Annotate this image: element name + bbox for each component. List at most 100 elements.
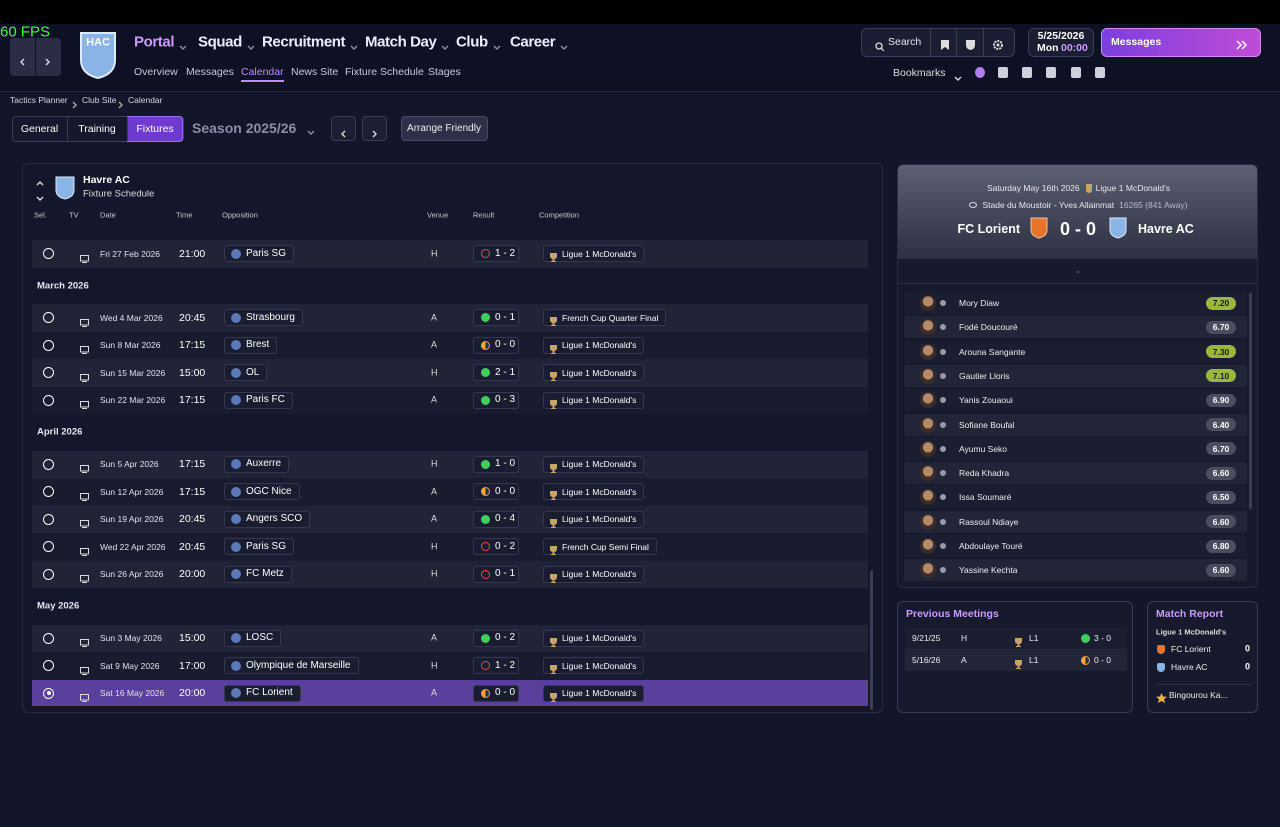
fixture-time: 20:00 <box>179 568 206 580</box>
player-role <box>940 421 946 428</box>
menu-item[interactable]: Club <box>456 33 488 51</box>
opponent-name[interactable]: Brest <box>246 339 270 351</box>
select-radio[interactable] <box>43 248 54 260</box>
trophy-icon <box>550 460 557 473</box>
submenu-item[interactable]: News Site <box>291 65 339 78</box>
select-radio[interactable] <box>43 541 54 553</box>
fixture-date: Sat 16 May 2026 <box>100 688 165 698</box>
bookmarks-label[interactable]: Bookmarks <box>893 66 946 79</box>
menu-item[interactable]: Portal <box>134 33 175 51</box>
menu-item[interactable]: Recruitment <box>262 33 346 51</box>
submenu-item[interactable]: Fixture Schedule <box>345 65 424 78</box>
forward-button[interactable] <box>36 38 61 76</box>
menu-item[interactable]: Career <box>510 33 556 51</box>
opponent-name[interactable]: Paris FC <box>246 394 285 406</box>
fixture-row[interactable]: Sun 8 Mar 2026 17:15 Brest A 0 - 0 Ligue 1 Mc… <box>32 331 868 359</box>
fixture-row[interactable]: Sun 3 May 2026 15:00 LOSC A 0 - 2 Ligue 1 McD… <box>32 624 868 652</box>
player-row[interactable]: Reda Khadra 6.60 <box>904 462 1247 485</box>
player-row[interactable]: Gautier Lloris 7.10 <box>904 364 1247 387</box>
submenu-item[interactable]: Overview <box>134 65 178 78</box>
fixture-row[interactable]: Wed 22 Apr 2026 20:45 Paris SG H 0 - 2 French… <box>32 533 868 561</box>
competition-pill <box>543 657 644 675</box>
tab[interactable]: Training <box>78 122 116 135</box>
fixture-row[interactable]: Sat 9 May 2026 17:00 Olympique de Marseill… <box>32 652 868 680</box>
arrange-friendly-button[interactable] <box>401 116 488 141</box>
fixture-venue: A <box>431 339 438 350</box>
submenu-item[interactable]: Messages <box>186 65 234 78</box>
select-radio[interactable] <box>43 632 54 644</box>
competition-name: Ligue 1 McDonald's <box>562 569 637 579</box>
player-row[interactable]: Ayumu Seko 6.70 <box>904 437 1247 460</box>
fixture-row[interactable]: Sun 26 Apr 2026 20:00 FC Metz H 0 - 1 Ligue 1… <box>32 560 868 588</box>
select-radio[interactable] <box>43 568 54 580</box>
select-radio[interactable] <box>43 513 54 525</box>
select-radio[interactable] <box>43 458 54 470</box>
back-button[interactable] <box>10 38 35 76</box>
fixture-row[interactable]: Wed 4 Mar 2026 20:45 Strasbourg A 0 - 1 Frenc… <box>32 304 868 332</box>
opponent-name[interactable]: Strasbourg <box>246 311 295 323</box>
player-row[interactable]: Sofiane Boufal 6.40 <box>904 413 1247 436</box>
player-role <box>940 397 946 404</box>
opponent-name[interactable]: Paris SG <box>246 247 287 259</box>
opponent-pill <box>224 657 359 675</box>
fixture-result: 0 - 1 <box>495 568 516 580</box>
breadcrumb[interactable]: Tactics Planner <box>10 94 68 105</box>
fixture-row[interactable]: Sun 12 Apr 2026 17:15 OGC Nice A 0 - 0 Ligue … <box>32 478 868 506</box>
select-radio[interactable] <box>43 367 54 379</box>
opponent-name[interactable]: Auxerre <box>246 458 282 470</box>
toolbar-group <box>861 28 1015 57</box>
player-row[interactable]: Issa Soumaré 6.50 <box>904 486 1247 509</box>
result-icon <box>481 633 490 643</box>
opponent-name[interactable]: Paris SG <box>246 540 287 552</box>
fixture-list: Fri 27 Feb 2026 21:00 Paris SG H 1 - 2 Ligue … <box>32 228 868 706</box>
player-row[interactable]: Yanis Zouaoui 6.90 <box>904 389 1247 412</box>
menu-item[interactable]: Match Day <box>365 33 437 51</box>
submenu-item[interactable]: Calendar <box>241 65 284 78</box>
tab[interactable]: General <box>20 122 59 135</box>
fixture-row[interactable]: Sun 15 Mar 2026 15:00 OL H 2 - 1 Ligue 1 McDo… <box>32 359 868 387</box>
season-selector[interactable]: Season 2025/26 <box>192 120 297 136</box>
opponent-name[interactable]: LOSC <box>246 632 274 644</box>
select-radio[interactable] <box>43 660 54 672</box>
tv-icon-glyph <box>80 575 89 584</box>
breadcrumb[interactable]: Club Site <box>82 94 117 105</box>
opponent-name[interactable]: Olympique de Marseille <box>246 659 351 671</box>
player-name: Issa Soumaré <box>959 492 1012 503</box>
fixture-date: Sun 22 Mar 2026 <box>100 395 166 405</box>
result-icon <box>481 487 490 497</box>
player-row[interactable]: Fodé Doucouré 6.70 <box>904 316 1247 339</box>
opponent-name[interactable]: OGC Nice <box>246 485 292 497</box>
player-row[interactable]: Mory Diaw 7.20 <box>904 292 1247 314</box>
select-radio[interactable] <box>43 687 54 699</box>
player-row[interactable]: Yassine Kechta 6.60 <box>904 559 1247 582</box>
player-row[interactable]: Rassoul Ndiaye 6.60 <box>904 510 1247 533</box>
opponent-name[interactable]: OL <box>246 366 260 378</box>
messages-button[interactable] <box>1101 28 1261 57</box>
result-icon <box>481 542 490 552</box>
menu-item[interactable]: Squad <box>198 33 242 51</box>
fixture-row[interactable]: Sun 19 Apr 2026 20:45 Angers SCO A 0 - 4 Ligu… <box>32 505 868 533</box>
select-radio[interactable] <box>43 339 54 351</box>
trophy-icon <box>1015 634 1022 647</box>
player-row[interactable]: Arouna Sangante 7.30 <box>904 340 1247 363</box>
opponent-name[interactable]: Angers SCO <box>246 513 303 525</box>
fixture-row[interactable]: Sat 16 May 2026 20:00 FC Lorient A 0 - 0 Ligu… <box>32 679 868 706</box>
select-radio[interactable] <box>43 486 54 498</box>
opponent-name[interactable]: FC Metz <box>246 568 284 580</box>
tab[interactable]: Fixtures <box>136 122 174 135</box>
prev-season[interactable] <box>331 116 356 141</box>
opponent-badge <box>231 633 241 644</box>
fixture-time: 21:00 <box>179 247 206 260</box>
fixture-row[interactable]: Sun 22 Mar 2026 17:15 Paris FC A 0 - 3 Ligue … <box>32 386 868 414</box>
opponent-name[interactable]: FC Lorient <box>246 687 293 699</box>
tab-divider <box>67 117 68 141</box>
select-radio[interactable] <box>43 312 54 324</box>
select-radio[interactable] <box>43 394 54 406</box>
submenu-item[interactable]: Stages <box>428 65 461 78</box>
player-avatar <box>920 416 936 433</box>
search-button[interactable]: Search <box>888 35 922 48</box>
next-season[interactable] <box>362 116 387 141</box>
player-row[interactable]: Abdoulaye Touré 6.80 <box>904 535 1247 557</box>
fixture-row[interactable]: Fri 27 Feb 2026 21:00 Paris SG H 1 - 2 Ligue … <box>32 240 868 268</box>
fixture-row[interactable]: Sun 5 Apr 2026 17:15 Auxerre H 1 - 0 Ligue 1 … <box>32 450 868 478</box>
